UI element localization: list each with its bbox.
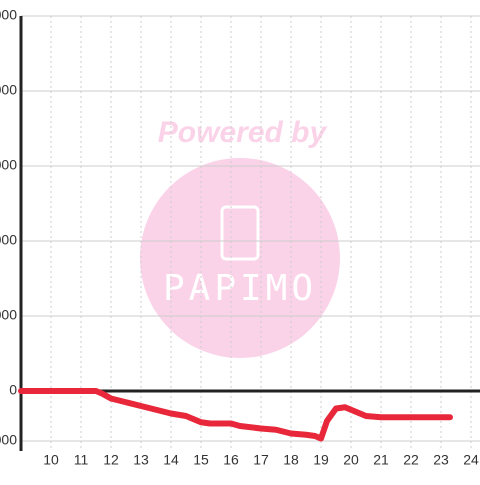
x-tick-label: 23 [433, 452, 449, 468]
watermark-text: Powered by [158, 116, 328, 149]
y-tick-label: 30,000 [0, 307, 17, 323]
y-tick-label: 150,000 [0, 7, 17, 23]
watermark: Powered by PAPIMO [140, 116, 340, 358]
x-tick-label: 12 [103, 452, 119, 468]
y-tick-label: -20,000 [0, 432, 17, 448]
x-tick-label: 14 [163, 452, 179, 468]
data-line [18, 388, 453, 442]
x-tick-label: 24 [463, 452, 479, 468]
x-tick-label: 19 [313, 452, 329, 468]
y-tick-label: 120,000 [0, 82, 17, 98]
watermark-icon [220, 205, 260, 261]
x-tick-label: 21 [373, 452, 389, 468]
x-tick-label: 22 [403, 452, 419, 468]
y-tick-label: 0 [9, 382, 17, 398]
x-tick-label: 11 [74, 452, 89, 468]
y-tick-label: 90,000 [0, 157, 17, 173]
x-tick-label: 10 [43, 452, 59, 468]
x-tick-label: 20 [343, 452, 359, 468]
x-tick-label: 16 [223, 452, 239, 468]
watermark-logo: PAPIMO [163, 268, 317, 309]
x-tick-label: 17 [253, 452, 269, 468]
x-tick-label: 15 [193, 452, 209, 468]
x-tick-label: 18 [283, 452, 299, 468]
y-tick-label: 60,000 [0, 232, 17, 248]
x-tick-label: 13 [133, 452, 149, 468]
